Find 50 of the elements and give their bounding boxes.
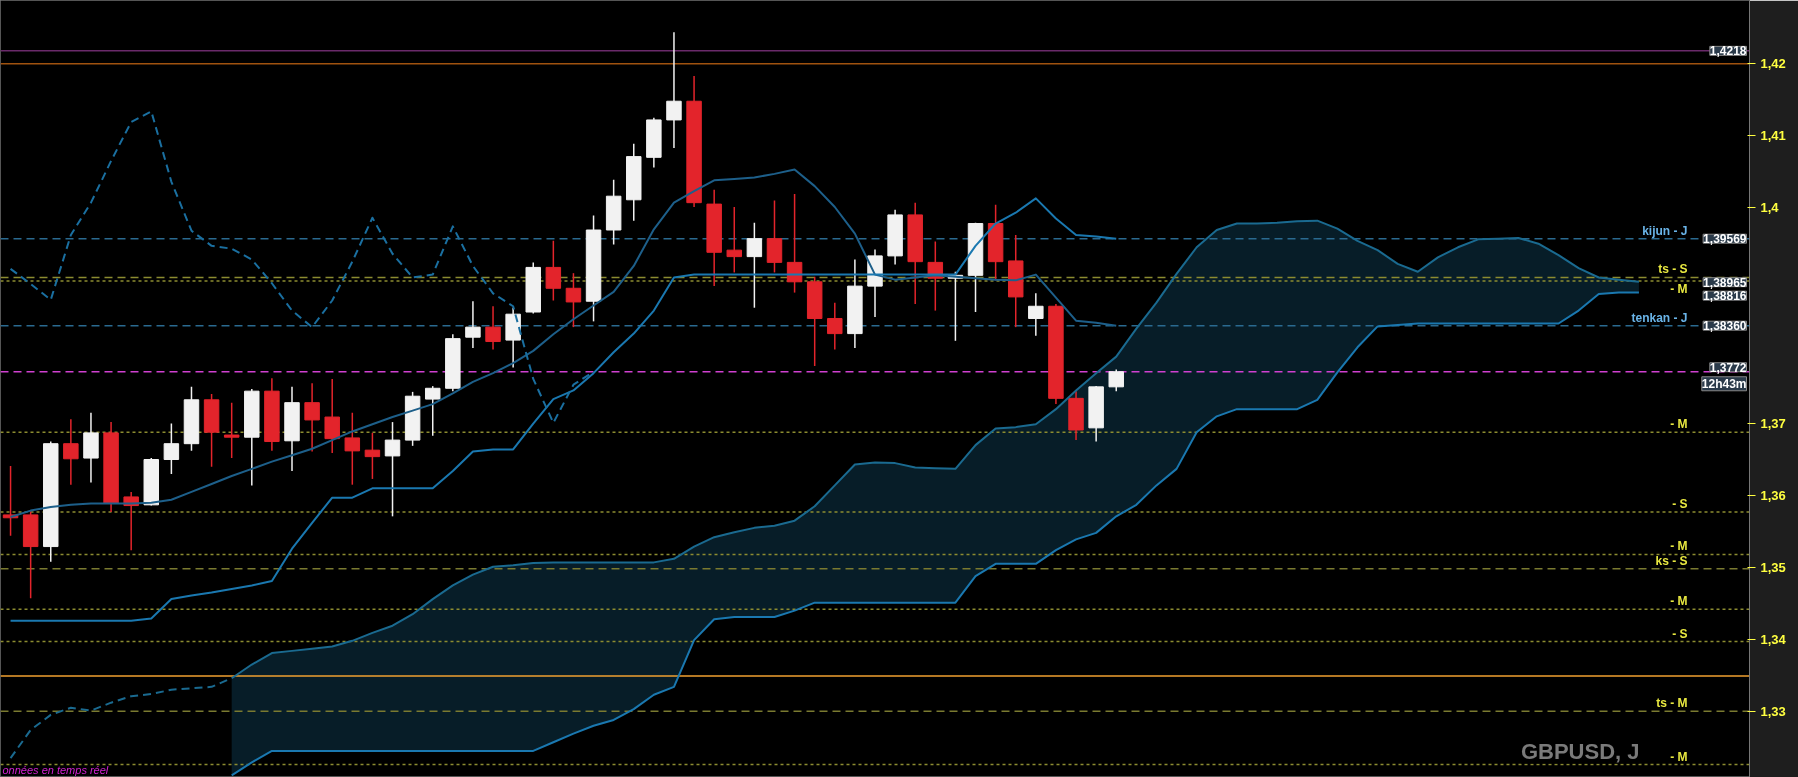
ref-line-label: - M [1670,594,1688,609]
y-tick-label: 1,42 [1760,56,1786,72]
candlestick [324,378,340,454]
ref-line-label: - M [1670,282,1688,297]
ref-line-label: - M [1670,749,1688,764]
y-tick-label: 1,34 [1760,631,1787,647]
y-tick-label: 1,4 [1760,200,1780,216]
annotation: 1,38816 [1703,289,1747,304]
candlestick [726,206,743,274]
y-tick-label: 1,35 [1760,559,1786,575]
ref-line-label: - S [1672,626,1688,641]
candlestick [1108,368,1124,392]
annotation: 1,38965 [1703,275,1747,290]
candlestick [465,300,481,349]
candlestick [766,199,783,274]
ref-line-label: ks - S [1655,553,1688,568]
text: GBPUSD, J [1520,738,1640,764]
candlestick [163,422,180,475]
ref-line-label: ts - S [1658,262,1688,277]
annotation: onnées en temps réel [2,763,109,776]
candlestick [746,222,763,309]
ref-line-label: - M [1670,417,1688,432]
ref-line-label: - M [1670,539,1688,554]
candlestick [666,31,682,149]
annotation: 1,4218 [1709,44,1747,59]
candlestick [223,401,240,459]
candlestick [384,421,401,518]
y-tick-label: 1,33 [1760,703,1786,719]
candlestick [1028,292,1044,337]
annotation: 1,39569 [1703,232,1747,247]
line-series [9,197,1118,622]
candlestick [424,385,441,437]
ref-line-label: - S [1672,497,1688,512]
ref-line-label: kijun - J [1642,223,1688,238]
y-tick-label: 1,37 [1760,416,1786,432]
candlestick [364,432,381,480]
candlestick [485,305,501,351]
annotation: 1,38360 [1703,319,1747,334]
y-tick-label: 1,41 [1760,128,1786,144]
y-tick-label: 1,36 [1760,487,1786,503]
annotation: 12h43m [1701,376,1747,391]
candlestick [827,301,843,351]
candlestick [344,411,361,486]
ref-line-label: ts - M [1656,696,1688,711]
candlestick [565,272,582,328]
candlestick [304,382,320,453]
ref-line-label: tenkan - J [1631,310,1688,325]
annotation: 1,3772 [1709,360,1747,375]
candlestick [63,418,79,486]
candlestick [545,240,562,302]
